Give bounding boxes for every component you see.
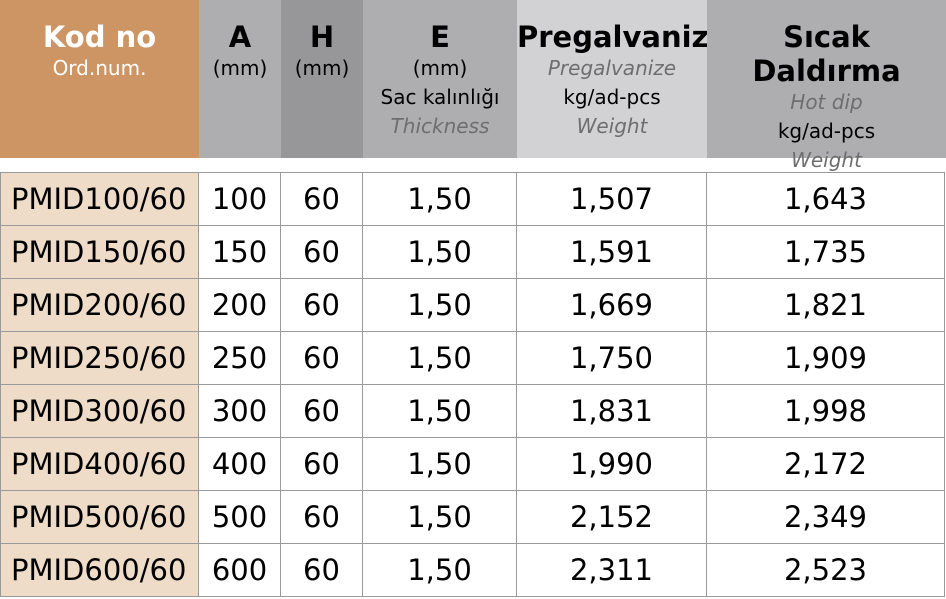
table-row: PMID300/60 300 60 1,50 1,831 1,998: [0, 384, 945, 438]
header-sic-weight: Weight: [791, 148, 862, 172]
header-kod-title: Kod no: [42, 20, 157, 54]
e-cell: 1,50: [362, 225, 517, 279]
h-cell: 60: [280, 543, 363, 597]
a-cell: 400: [198, 437, 281, 491]
e-cell: 1,50: [362, 543, 517, 597]
code-cell: PMID600/60: [0, 543, 199, 597]
pregalvaniz-cell: 1,591: [516, 225, 707, 279]
code-cell: PMID150/60: [0, 225, 199, 279]
table-row: PMID200/60 200 60 1,50 1,669 1,821: [0, 278, 945, 332]
header-a-unit: (mm): [212, 56, 268, 80]
header-pregalvaniz: Pregalvaniz Pregalvanize kg/ad-pcs Weigh…: [517, 0, 709, 158]
sicak-cell: 1,821: [706, 278, 945, 332]
pregalvaniz-cell: 1,990: [516, 437, 707, 491]
code-cell: PMID500/60: [0, 490, 199, 544]
pregalvaniz-cell: 1,669: [516, 278, 707, 332]
a-cell: 500: [198, 490, 281, 544]
header-pre-weight: Weight: [576, 114, 648, 138]
sicak-cell: 2,523: [706, 543, 945, 597]
table-row: PMID600/60 600 60 1,50 2,311 2,523: [0, 543, 945, 597]
sicak-cell: 1,735: [706, 225, 945, 279]
pregalvaniz-cell: 1,750: [516, 331, 707, 385]
sicak-cell: 2,172: [706, 437, 945, 491]
header-pre-unit: kg/ad-pcs: [563, 85, 661, 109]
header-h: H (mm): [281, 0, 363, 158]
product-table: PMID100/60 100 60 1,50 1,507 1,643 PMID1…: [0, 172, 945, 597]
code-cell: PMID100/60: [0, 172, 199, 226]
h-cell: 60: [280, 437, 363, 491]
sicak-cell: 1,998: [706, 384, 945, 438]
e-cell: 1,50: [362, 172, 517, 226]
table-row: PMID500/60 500 60 1,50 2,152 2,349: [0, 490, 945, 544]
header-sicak-daldirma: Sıcak Daldırma Hot dip kg/ad-pcs Weight: [707, 0, 946, 172]
e-cell: 1,50: [362, 437, 517, 491]
a-cell: 150: [198, 225, 281, 279]
pregalvaniz-cell: 2,311: [516, 543, 707, 597]
code-cell: PMID200/60: [0, 278, 199, 332]
a-cell: 600: [198, 543, 281, 597]
a-cell: 200: [198, 278, 281, 332]
e-cell: 1,50: [362, 278, 517, 332]
a-cell: 100: [198, 172, 281, 226]
header-sic-title: Sıcak Daldırma: [752, 20, 901, 88]
header-h-title: H: [309, 20, 335, 54]
sicak-cell: 1,643: [706, 172, 945, 226]
header-kod-sub: Ord.num.: [52, 56, 147, 80]
h-cell: 60: [280, 331, 363, 385]
e-cell: 1,50: [362, 490, 517, 544]
header-e-tr: Sac kalınlığı: [380, 85, 500, 109]
h-cell: 60: [280, 225, 363, 279]
code-cell: PMID250/60: [0, 331, 199, 385]
header-pre-title: Pregalvaniz: [517, 20, 709, 54]
header-a: A (mm): [199, 0, 281, 158]
sicak-cell: 2,349: [706, 490, 945, 544]
e-cell: 1,50: [362, 384, 517, 438]
sicak-cell: 1,909: [706, 331, 945, 385]
header-e-title: E: [430, 20, 450, 54]
table-row: PMID250/60 250 60 1,50 1,750 1,909: [0, 331, 945, 385]
header-kod-no: Kod no Ord.num.: [0, 0, 199, 158]
pregalvaniz-cell: 1,507: [516, 172, 707, 226]
code-cell: PMID300/60: [0, 384, 199, 438]
header-pre-en: Pregalvanize: [547, 56, 677, 80]
header-e-en: Thickness: [390, 114, 490, 138]
header-a-title: A: [228, 20, 252, 54]
code-cell: PMID400/60: [0, 437, 199, 491]
table-row: PMID100/60 100 60 1,50 1,507 1,643: [0, 172, 945, 226]
pregalvaniz-cell: 2,152: [516, 490, 707, 544]
header-e-unit: (mm): [412, 56, 468, 80]
h-cell: 60: [280, 278, 363, 332]
header-h-unit: (mm): [294, 56, 350, 80]
table-row: PMID400/60 400 60 1,50 1,990 2,172: [0, 437, 945, 491]
e-cell: 1,50: [362, 331, 517, 385]
a-cell: 300: [198, 384, 281, 438]
h-cell: 60: [280, 384, 363, 438]
h-cell: 60: [280, 172, 363, 226]
header-sic-unit: kg/ad-pcs: [777, 119, 876, 143]
a-cell: 250: [198, 331, 281, 385]
pregalvaniz-cell: 1,831: [516, 384, 707, 438]
header-e: E (mm) Sac kalınlığı Thickness: [363, 0, 517, 158]
header-sic-en: Hot dip: [790, 90, 863, 114]
table-row: PMID150/60 150 60 1,50 1,591 1,735: [0, 225, 945, 279]
h-cell: 60: [280, 490, 363, 544]
